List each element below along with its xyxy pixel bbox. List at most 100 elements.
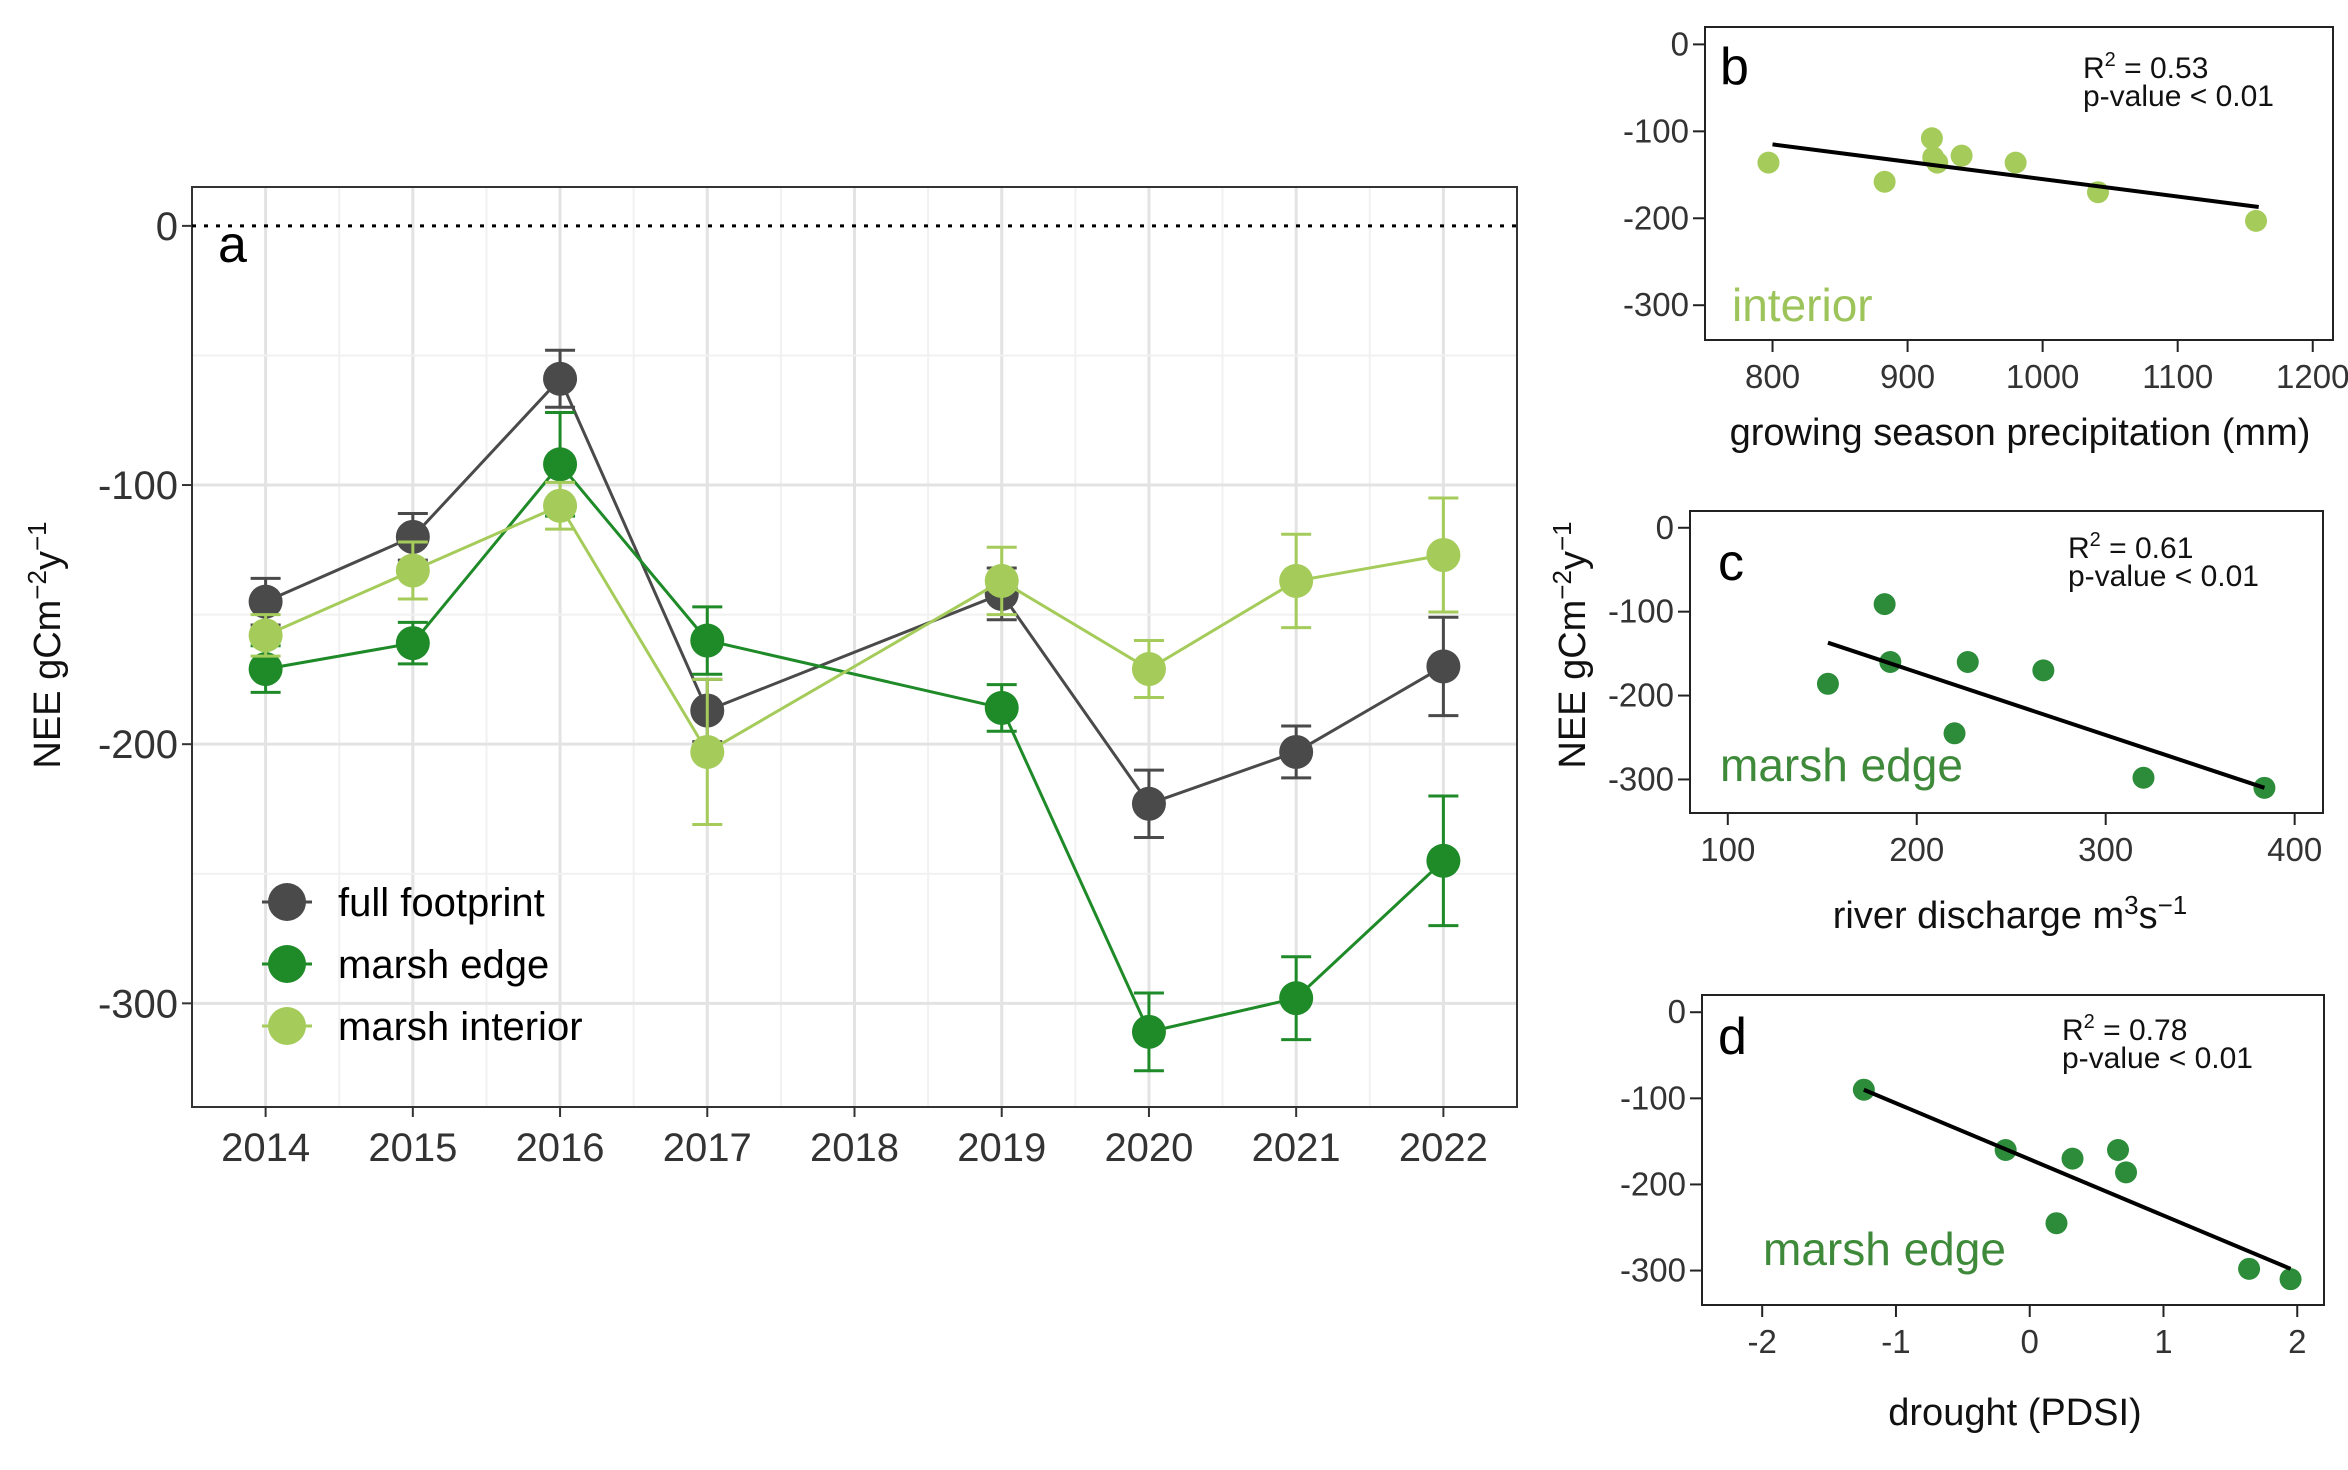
data-point-marsh-edge	[1426, 843, 1461, 878]
legend-marsh-interior-marker	[268, 1007, 306, 1045]
panel-d-r2-label: R	[2062, 1014, 2084, 1047]
ylabel-main-mid: y	[27, 551, 69, 570]
data-point-marsh-interior	[1426, 538, 1461, 572]
data-point-marsh-edge	[690, 623, 725, 658]
data-point-marsh-interior	[248, 618, 283, 653]
panel-c-xlabel-sup2: −1	[2158, 890, 2188, 920]
scatter-point	[2045, 1212, 2068, 1235]
data-point-marsh-interior	[395, 553, 430, 588]
panel-b-x-axis-title: growing season precipitation (mm)	[1730, 412, 2311, 454]
data-point-marsh-edge	[395, 626, 430, 661]
scatter-point	[2245, 209, 2268, 232]
panel-b-y-ticks: 0 -100 -200 -300	[1623, 25, 1705, 323]
panel-d-scatter-drought: 0-100-200-300 -2 -1 0 1 2 d R2 = 0.78 p-valu…	[1620, 993, 2325, 1434]
panel-d-x-axis-title: drought (PDSI)	[1888, 1392, 2141, 1434]
x-tick-label: 800	[1745, 358, 1800, 395]
data-point-marsh-interior	[690, 734, 725, 769]
panel-c-r2: R2 = 0.61	[2068, 529, 2193, 565]
scatter-point	[2061, 1147, 2084, 1170]
y-tick-label: -300	[1608, 760, 1674, 797]
legend-marsh-edge-label: marsh edge	[338, 943, 549, 987]
x-tick-label: 2	[2288, 1323, 2306, 1360]
data-point-full-footprint	[395, 519, 430, 554]
scatter-point	[1920, 127, 1943, 150]
scatter-point	[1956, 651, 1979, 673]
x-tick-label: 2014	[221, 1126, 310, 1170]
data-point-full-footprint	[1426, 649, 1461, 684]
scatter-point	[2004, 151, 2027, 174]
x-tick-label: 2015	[368, 1126, 457, 1170]
panel-a-x-ticks: 2014 2015 2016 2017 2018 2019 2020 2021 2022	[221, 1107, 1488, 1170]
x-tick-label: -2	[1748, 1323, 1777, 1360]
scatter-point	[2115, 1161, 2138, 1184]
panel-d-letter: d	[1718, 1008, 1747, 1066]
panel-b-r2-value: = 0.53	[2116, 52, 2209, 85]
y-tick-label: -300	[1620, 1252, 1686, 1289]
scatter-point	[1873, 593, 1896, 616]
data-point-marsh-interior	[1131, 652, 1166, 687]
y-tick-label: 0	[1671, 25, 1689, 62]
panel-d-points	[1852, 1078, 2302, 1291]
data-point-full-footprint	[543, 361, 578, 396]
panel-c-points	[1816, 593, 2276, 799]
series-line-full-footprint	[265, 376, 1445, 806]
x-tick-label: 0	[2021, 1323, 2039, 1360]
scatter-point	[2032, 659, 2055, 682]
panel-a-series	[248, 348, 1461, 1073]
scatter-point	[1873, 170, 1896, 193]
panel-b-r2: R2 = 0.53	[2083, 49, 2208, 85]
panel-b-p-value: p-value < 0.01	[2083, 80, 2274, 113]
scatter-point	[2279, 1268, 2302, 1291]
panel-d-r2-value: = 0.78	[2095, 1014, 2188, 1047]
panel-c-group-label: marsh edge	[1720, 739, 1963, 791]
panel-d-group-label: marsh edge	[1763, 1223, 2006, 1275]
panel-b-r2-sup: 2	[2105, 49, 2116, 71]
legend-marsh-interior-label: marsh interior	[338, 1005, 583, 1049]
panel-c-fit-line	[1827, 640, 2266, 790]
data-point-marsh-edge	[1131, 1014, 1166, 1049]
y-tick-label: -100	[98, 464, 178, 508]
ylabel-main-sup2: −1	[22, 521, 52, 551]
y-tick-label: -100	[1608, 593, 1674, 630]
series-line-marsh-edge	[265, 461, 1445, 1034]
x-tick-label: 300	[2078, 831, 2133, 868]
x-tick-label: -1	[1881, 1323, 1910, 1360]
data-point-full-footprint	[248, 584, 283, 619]
scatter-point	[2107, 1139, 2130, 1161]
scatter-point	[2132, 766, 2155, 789]
data-point-full-footprint	[1279, 734, 1314, 769]
ylabel-side-base: NEE gCm	[1552, 600, 1594, 769]
panel-b-x-ticks: 800 900 1000 1100 1200	[1745, 340, 2348, 395]
y-tick-label: 0	[156, 205, 178, 249]
panel-c-letter: c	[1718, 534, 1744, 592]
ylabel-main-base: NEE gCm	[27, 600, 69, 769]
panel-a-letter: a	[218, 216, 247, 274]
panel-c-frame	[1689, 510, 2324, 814]
data-point-marsh-edge	[248, 652, 283, 687]
x-tick-label: 2017	[663, 1126, 752, 1170]
panel-d-x-ticks: -2 -1 0 1 2	[1748, 1305, 2306, 1360]
data-point-marsh-edge	[984, 690, 1019, 725]
panel-c-r2-value: = 0.61	[2101, 532, 2194, 565]
y-tick-label: -200	[1608, 677, 1674, 714]
panel-d-r2: R2 = 0.78	[2062, 1011, 2187, 1047]
y-tick-label: 0	[1656, 509, 1674, 546]
panel-c-r2-sup: 2	[2090, 529, 2101, 551]
panel-d-r2-sup: 2	[2084, 1011, 2095, 1033]
y-tick-label: -300	[1623, 286, 1689, 323]
x-tick-label: 1100	[2142, 358, 2213, 395]
scatter-point	[1757, 151, 1780, 174]
y-tick-label: -200	[1623, 199, 1689, 236]
y-tick-label: -300	[98, 982, 178, 1026]
x-tick-label: 1000	[2006, 358, 2079, 395]
data-point-marsh-edge	[1279, 981, 1314, 1016]
ylabel-side-mid: y	[1552, 551, 1594, 570]
y-tick-label: -200	[1620, 1165, 1686, 1202]
panel-d-fit-line	[1863, 1087, 2292, 1271]
panel-b-letter: b	[1720, 38, 1749, 96]
panel-b-fit-line	[1772, 142, 2259, 209]
x-tick-label: 2021	[1252, 1126, 1341, 1170]
x-tick-label: 200	[1889, 831, 1944, 868]
y-tick-label: -200	[98, 723, 178, 767]
panel-a-grid	[191, 187, 1518, 1107]
